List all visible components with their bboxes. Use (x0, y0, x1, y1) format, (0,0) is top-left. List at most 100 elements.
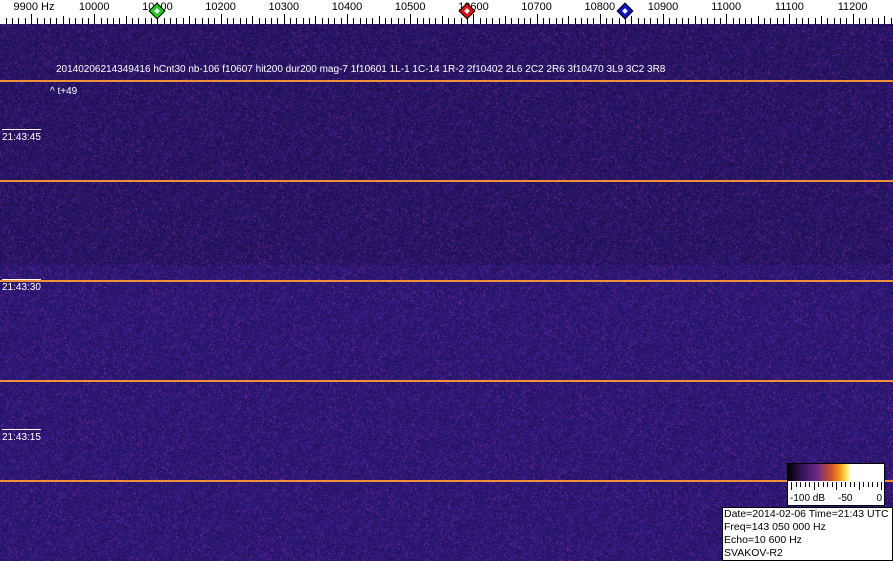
tick-mark (81, 18, 83, 24)
tick-mark (372, 18, 374, 24)
tick-mark (618, 18, 620, 24)
tick-mark (650, 18, 652, 24)
tick-mark (884, 16, 886, 24)
tick-mark (814, 18, 816, 24)
orange-time-line (0, 480, 893, 482)
scale-tick (845, 482, 846, 487)
tick-mark (530, 18, 532, 24)
tick-mark (783, 18, 785, 24)
tick-mark (625, 18, 627, 24)
tick-mark (176, 18, 178, 24)
tick-mark (694, 16, 696, 24)
tick-mark (233, 18, 235, 24)
tick-mark (163, 18, 165, 24)
tick-mark (283, 14, 285, 24)
scale-tick (804, 482, 806, 487)
tick-mark (321, 18, 323, 24)
tick-mark (157, 14, 159, 24)
tick-mark (467, 18, 469, 24)
info-box: Date=2014-02-06 Time=21:43 UTC Freq=143 … (722, 507, 893, 561)
tick-mark (340, 18, 342, 24)
scale-mid: -50 (838, 493, 853, 504)
scale-tick (831, 482, 833, 487)
tick-mark (422, 18, 424, 24)
tick-mark (574, 18, 576, 24)
tick-label: 10500 (394, 1, 426, 13)
tick-mark (239, 18, 241, 24)
tick-label: 10400 (331, 1, 363, 13)
station-name: SVAKOV-R2 (724, 547, 783, 559)
tick-mark (523, 18, 525, 24)
detection-info: 20140206214349416 hCnt30 nb-106 f10607 h… (56, 64, 666, 75)
tick-mark (144, 18, 146, 24)
color-scale-legend: -100 dB -50 0 (787, 463, 885, 506)
tick-mark (846, 18, 848, 24)
tick-mark (62, 16, 64, 24)
scale-tick (881, 482, 882, 490)
tick-label: 10200 (205, 1, 236, 13)
scale-tick (800, 482, 801, 487)
scale-tick (813, 482, 815, 490)
tick-mark (644, 18, 646, 24)
tick-mark (669, 18, 671, 24)
tick-mark (580, 18, 582, 24)
tick-mark (663, 14, 664, 24)
time-label: 21:43:15 (2, 429, 41, 443)
tick-mark (220, 14, 222, 24)
tick-mark (492, 18, 494, 24)
tick-mark (858, 18, 860, 24)
orange-time-line (0, 180, 893, 182)
tick-mark (258, 18, 260, 24)
tick-mark (486, 18, 488, 24)
tick-mark (764, 18, 766, 24)
tick-mark (201, 18, 203, 24)
scale-tick (863, 482, 864, 487)
tick-mark (31, 14, 32, 24)
tick-mark (24, 18, 26, 24)
scale-tick (876, 482, 878, 487)
tick-mark (511, 18, 513, 24)
tick-mark (435, 18, 437, 24)
tick-mark (852, 14, 854, 24)
tick-mark (542, 18, 544, 24)
tick-mark (397, 18, 399, 24)
tick-mark (877, 18, 879, 24)
tick-mark (808, 18, 810, 24)
tick-mark (18, 18, 20, 24)
tick-mark (151, 18, 153, 24)
tick-mark (132, 18, 134, 24)
spectrogram-waterfall (0, 24, 893, 561)
tick-mark (675, 18, 677, 24)
tick-mark (207, 18, 209, 24)
scale-tick (840, 482, 842, 487)
tick-mark (100, 18, 102, 24)
tick-mark (587, 18, 589, 24)
orange-time-line (0, 380, 893, 382)
tick-mark (309, 18, 311, 24)
offset-label: ^ t+49 (50, 86, 78, 97)
tick-mark (454, 18, 456, 24)
tick-mark (391, 18, 393, 24)
tick-mark (871, 18, 873, 24)
tick-mark (890, 18, 892, 24)
tick-mark (688, 18, 690, 24)
tick-mark (378, 16, 380, 24)
tick-mark (56, 18, 58, 24)
tick-mark (555, 18, 557, 24)
tick-label: 10900 (647, 1, 679, 13)
tick-mark (732, 18, 734, 24)
tick-mark (631, 16, 633, 24)
tick-mark (612, 18, 614, 24)
tick-mark (49, 18, 51, 24)
scale-tick (836, 482, 837, 490)
scale-min: -100 dB (790, 493, 826, 504)
tick-mark (264, 18, 266, 24)
tick-mark (347, 14, 348, 24)
scale-tick (867, 482, 869, 487)
tick-label: 10000 (78, 1, 110, 13)
tick-mark (448, 18, 450, 24)
scale-tick (872, 482, 873, 487)
tick-mark (328, 18, 330, 24)
tick-mark (195, 18, 197, 24)
scale-tick (822, 482, 824, 487)
